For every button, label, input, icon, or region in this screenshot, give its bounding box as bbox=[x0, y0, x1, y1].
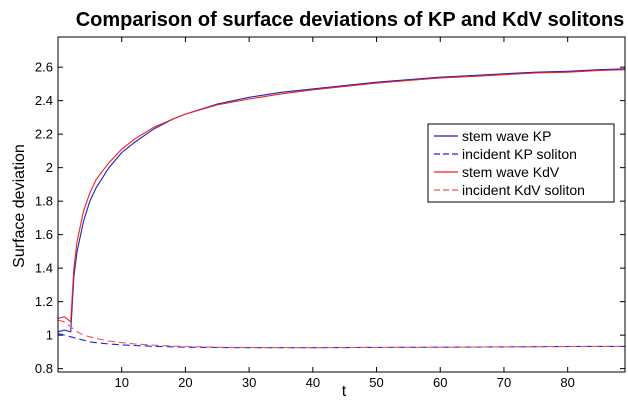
y-tick-label: 2.4 bbox=[35, 93, 53, 108]
y-tick-label: 1.2 bbox=[35, 294, 53, 309]
series-layer bbox=[58, 68, 625, 349]
plot-frame bbox=[57, 36, 626, 373]
y-tick-label: 2.6 bbox=[35, 60, 53, 75]
x-tick-label: 70 bbox=[497, 375, 511, 390]
ticks-layer: 10 20 30 40 50 60 70 80 0.8 1 1.2 1.4 1.6 1.8 2 2.2 2.4 2… bbox=[35, 37, 625, 390]
y-tick-label: 0.8 bbox=[35, 361, 53, 376]
y-tick-label: 2.2 bbox=[35, 127, 53, 142]
x-tick-label: 30 bbox=[242, 375, 256, 390]
legend-label-3: incident KdV soliton bbox=[462, 182, 585, 198]
series-line-3 bbox=[58, 319, 625, 349]
legend-label-0: stem wave KP bbox=[462, 128, 551, 144]
chart-title: Comparison of surface deviations of KP a… bbox=[76, 9, 625, 31]
series-line-2 bbox=[58, 69, 625, 323]
x-tick-label: 10 bbox=[114, 375, 128, 390]
x-tick-label: 40 bbox=[306, 375, 320, 390]
y-tick-label: 1.6 bbox=[35, 227, 53, 242]
x-tick-label: 20 bbox=[178, 375, 192, 390]
legend: stem wave KP incident KP soliton stem wave… bbox=[427, 123, 615, 203]
x-tick-label: 50 bbox=[369, 375, 383, 390]
y-tick-label: 1 bbox=[46, 328, 53, 343]
legend-label-1: incident KP soliton bbox=[462, 146, 577, 162]
x-axis-label: t bbox=[342, 383, 347, 400]
legend-label-2: stem wave KdV bbox=[462, 164, 560, 180]
y-axis-label: Surface deviation bbox=[11, 144, 28, 268]
x-tick-label: 80 bbox=[560, 375, 574, 390]
series-line-1 bbox=[58, 332, 625, 349]
legend-box bbox=[427, 123, 615, 203]
y-tick-label: 2 bbox=[46, 160, 53, 175]
y-tick-label: 1.8 bbox=[35, 194, 53, 209]
x-tick-label: 60 bbox=[433, 375, 447, 390]
y-tick-label: 1.4 bbox=[35, 261, 53, 276]
